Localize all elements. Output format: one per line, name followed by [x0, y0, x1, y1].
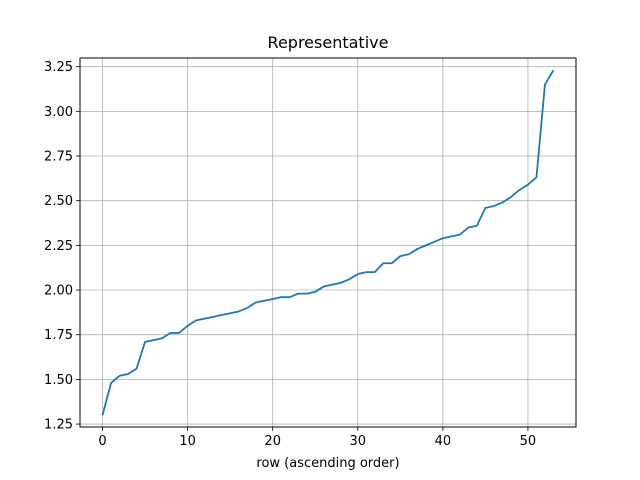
series-line-0: [101, 69, 555, 416]
y-tick-label: 1.25: [44, 418, 73, 433]
grid: [80, 58, 576, 427]
x-tick-label: 10: [179, 434, 196, 449]
y-tick-label: 2.50: [44, 194, 73, 209]
x-tick-label: 30: [350, 434, 367, 449]
y-tick-label: 1.50: [44, 373, 73, 388]
x-tick-label: 0: [98, 434, 106, 449]
plot-frame: [79, 57, 577, 428]
y-tick-label: 3.00: [44, 105, 73, 120]
y-tick-label: 3.25: [44, 60, 73, 75]
x-axis-label: row (ascending order): [256, 456, 399, 471]
ticks: 0 10 20 30 40 50 1.25 1.50 1.75 2.00 2.25 2.50 2.75 3…: [44, 60, 536, 449]
chart-title: Representative: [268, 33, 389, 52]
y-tick-label: 1.75: [44, 328, 73, 343]
y-tick-label: 2.25: [44, 239, 73, 254]
x-tick-label: 50: [520, 434, 537, 449]
x-tick-label: 40: [435, 434, 452, 449]
y-tick-label: 2.75: [44, 150, 73, 165]
x-tick-label: 20: [264, 434, 281, 449]
series-layer: [101, 69, 555, 416]
y-tick-label: 2.00: [44, 284, 73, 299]
